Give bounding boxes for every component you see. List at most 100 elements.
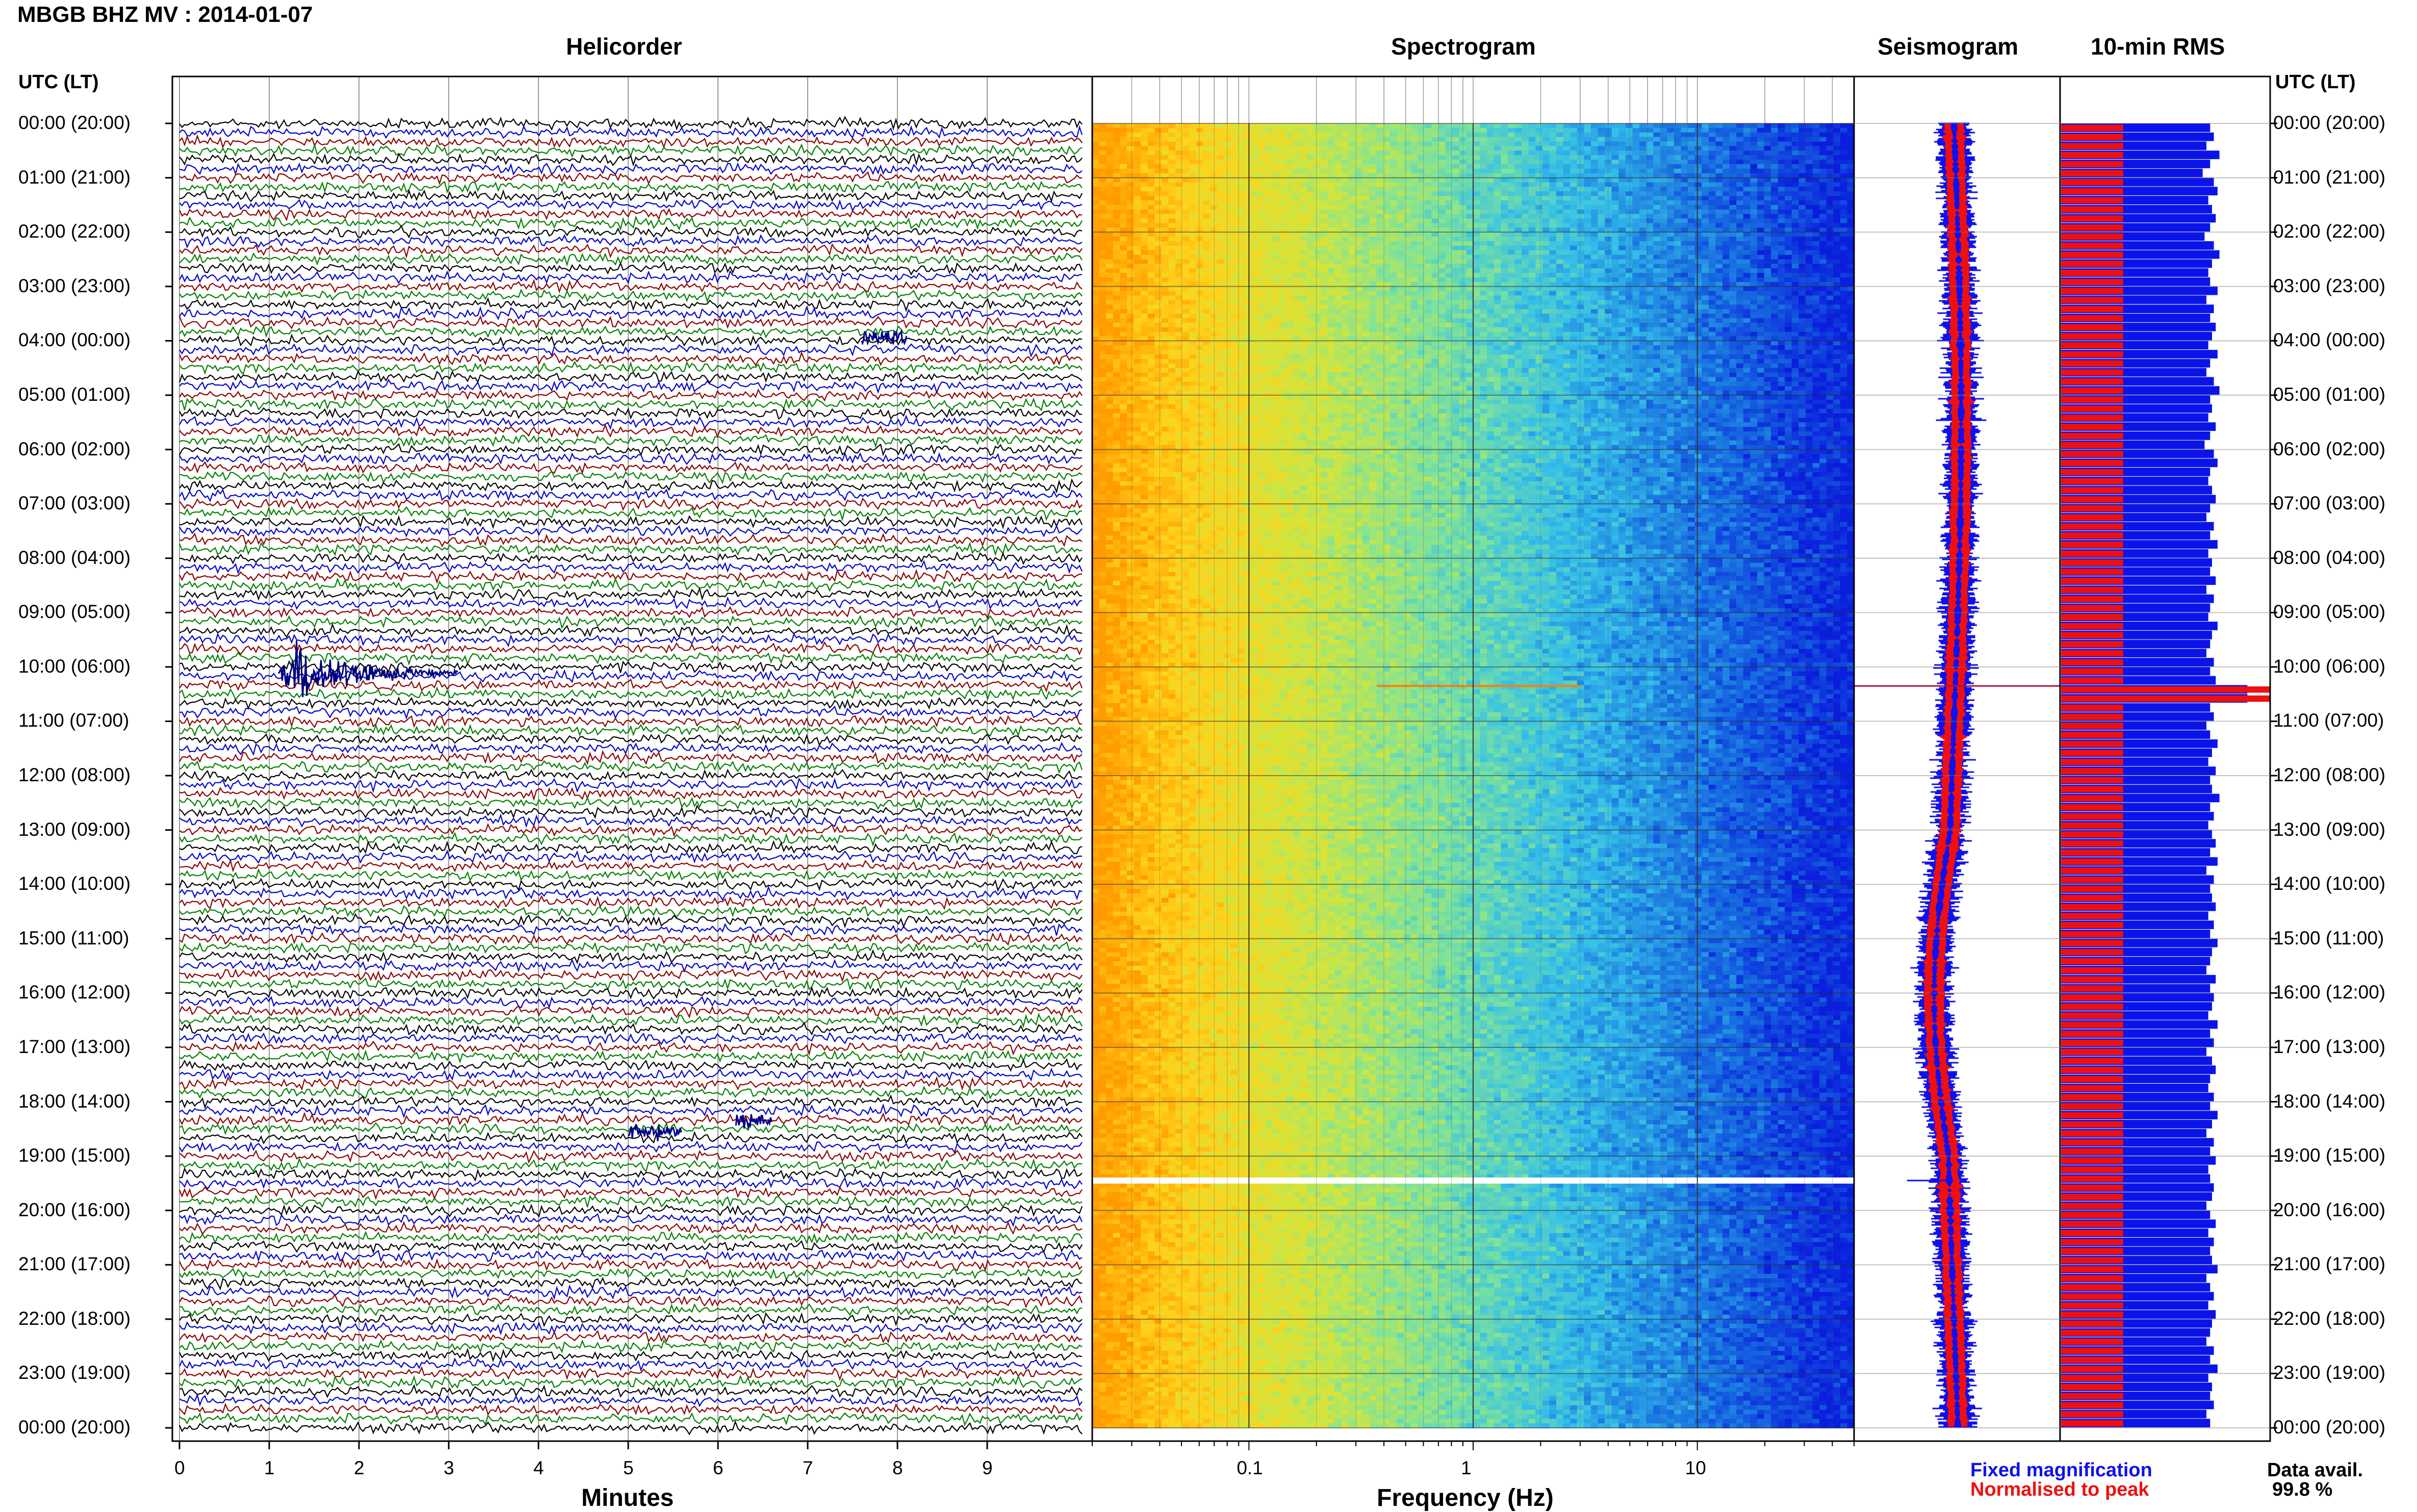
spectrogram-cell: [1452, 150, 1459, 156]
spectrogram-cell: [1722, 287, 1730, 292]
spectrogram-cell: [1653, 300, 1660, 305]
spectrogram-cell: [1813, 178, 1820, 183]
spectrogram-cell: [1535, 133, 1542, 138]
spectrogram-cell: [1715, 214, 1722, 219]
spectrogram-cell: [1210, 291, 1217, 296]
spectrogram-cell: [1764, 205, 1771, 210]
spectrogram-cell: [1134, 155, 1141, 160]
spectrogram-cell: [1258, 196, 1266, 201]
spectrogram-cell: [1508, 260, 1515, 265]
spectrogram-cell: [1251, 214, 1258, 219]
spectrogram-cell: [1425, 200, 1432, 206]
spectrogram-cell: [1674, 241, 1681, 246]
spectrogram-cell: [1189, 183, 1196, 188]
spectrogram-cell: [1612, 191, 1619, 196]
spectrogram-cell: [1397, 178, 1404, 183]
spectrogram-cell: [1307, 178, 1314, 183]
spectrogram-cell: [1709, 232, 1716, 237]
spectrogram-cell: [1473, 128, 1480, 133]
spectrogram-cell: [1224, 146, 1231, 151]
spectrogram-cell: [1480, 150, 1487, 156]
spectrogram-cell: [1827, 191, 1834, 196]
spectrogram-cell: [1134, 309, 1141, 314]
spectrogram-cell: [1584, 250, 1591, 255]
spectrogram-cell: [1549, 291, 1556, 296]
spectrogram-cell: [1154, 183, 1162, 188]
spectrogram-cell: [1473, 260, 1480, 265]
spectrogram-cell: [1792, 169, 1799, 174]
spectrogram-cell: [1750, 241, 1757, 246]
spectrogram-cell: [1709, 183, 1716, 188]
spectrogram-cell: [1501, 146, 1508, 151]
spectrogram-cell: [1556, 164, 1563, 169]
spectrogram-cell: [1452, 137, 1459, 142]
spectrogram-cell: [1542, 291, 1550, 296]
spectrogram-cell: [1266, 309, 1273, 314]
spectrogram-cell: [1570, 287, 1577, 292]
spectrogram-cell: [1806, 214, 1813, 219]
spectrogram-cell: [1819, 191, 1827, 196]
spectrogram-cell: [1279, 128, 1287, 133]
spectrogram-cell: [1342, 150, 1349, 156]
spectrogram-cell: [1529, 137, 1536, 142]
spectrogram-cell: [1154, 232, 1162, 237]
spectrogram-cell: [1141, 264, 1148, 269]
spectrogram-cell: [1266, 268, 1273, 273]
spectrogram-cell: [1626, 142, 1633, 147]
spectrogram-cell: [1605, 273, 1612, 278]
spectrogram-cell: [1813, 268, 1820, 273]
spectrogram-cell: [1099, 200, 1107, 206]
spectrogram-cell: [1570, 232, 1577, 237]
spectrogram-cell: [1570, 146, 1577, 151]
spectrogram-cell: [1757, 300, 1764, 305]
spectrogram-cell: [1632, 304, 1639, 310]
spectrogram-cell: [1452, 223, 1459, 228]
spectrogram-cell: [1702, 241, 1709, 246]
spectrogram-cell: [1300, 264, 1307, 269]
spectrogram-cell: [1577, 155, 1584, 160]
spectrogram-cell: [1266, 155, 1273, 160]
spectrogram-cell: [1757, 150, 1764, 156]
spectrogram-cell: [1092, 223, 1099, 228]
spectrogram-cell: [1570, 150, 1577, 156]
spectrogram-cell: [1168, 250, 1175, 255]
spectrogram-cell: [1584, 178, 1591, 183]
spectrogram-cell: [1314, 237, 1321, 242]
spectrogram-cell: [1134, 146, 1141, 151]
spectrogram-cell: [1653, 196, 1660, 201]
spectrogram-cell: [1148, 187, 1155, 192]
spectrogram-cell: [1563, 214, 1571, 219]
spectrogram-cell: [1452, 178, 1459, 183]
spectrogram-cell: [1127, 164, 1134, 169]
spectrogram-cell: [1515, 128, 1522, 133]
spectrogram-cell: [1154, 137, 1162, 142]
spectrogram-cell: [1653, 314, 1660, 319]
spectrogram-cell: [1446, 260, 1453, 265]
spectrogram-cell: [1743, 264, 1751, 269]
spectrogram-cell: [1307, 277, 1314, 283]
spectrogram-cell: [1653, 268, 1660, 273]
spectrogram-cell: [1570, 296, 1577, 301]
spectrogram-cell: [1418, 296, 1425, 301]
spectrogram-cell: [1702, 146, 1709, 151]
spectrogram-cell: [1141, 318, 1148, 323]
spectrogram-cell: [1196, 146, 1203, 151]
spectrogram-cell: [1245, 191, 1252, 196]
spectrogram-cell: [1134, 150, 1141, 156]
spectrogram-cell: [1182, 128, 1190, 133]
spectrogram-cell: [1272, 169, 1279, 174]
spectrogram-cell: [1203, 169, 1210, 174]
spectrogram-cell: [1757, 250, 1764, 255]
spectrogram-cell: [1446, 291, 1453, 296]
spectrogram-cell: [1224, 128, 1231, 133]
spectrogram-cell: [1827, 277, 1834, 283]
spectrogram-cell: [1369, 178, 1376, 183]
spectrogram-cell: [1501, 304, 1508, 310]
spectrogram-cell: [1473, 273, 1480, 278]
spectrogram-cell: [1258, 300, 1266, 305]
spectrogram-cell: [1556, 264, 1563, 269]
spectrogram-cell: [1515, 264, 1522, 269]
spectrogram-cell: [1446, 133, 1453, 138]
spectrogram-cell: [1494, 123, 1501, 129]
spectrogram-cell: [1487, 164, 1494, 169]
